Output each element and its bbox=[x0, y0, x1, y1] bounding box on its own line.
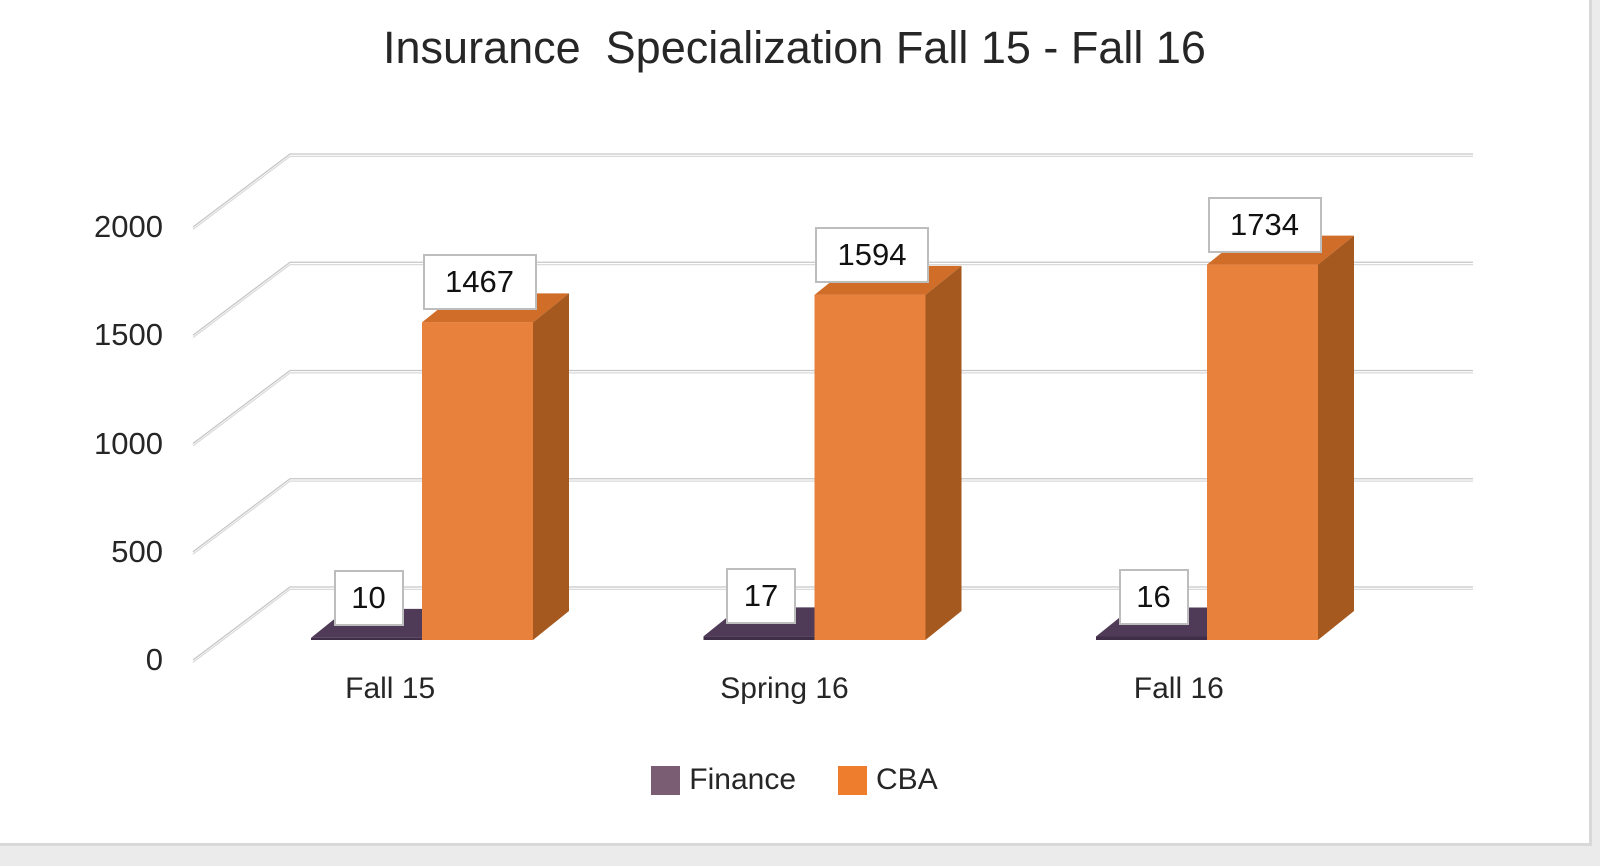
x-axis-label-spring-16: Spring 16 bbox=[720, 672, 849, 705]
gridline-2000 bbox=[192, 153, 1473, 230]
bar-front-face bbox=[422, 322, 533, 640]
chart-title: Insurance Specialization Fall 15 - Fall … bbox=[383, 22, 1206, 73]
data-label-finance-fall-15: 10 bbox=[333, 569, 404, 626]
bar-front-face bbox=[311, 637, 422, 640]
bar-front-face bbox=[1096, 636, 1207, 640]
bar-side-face bbox=[925, 265, 962, 640]
chart-page: Insurance Specialization Fall 15 - Fall … bbox=[0, 0, 1592, 846]
legend: Finance CBA bbox=[0, 763, 1589, 797]
bar-side-face bbox=[1318, 235, 1354, 641]
bar-front-face bbox=[1207, 264, 1318, 640]
y-axis-tick-label-0: 0 bbox=[145, 642, 163, 677]
legend-item-cba: CBA bbox=[838, 763, 938, 797]
gridline-1000 bbox=[192, 369, 1473, 447]
bar-front-face bbox=[814, 294, 926, 640]
x-axis-label-fall-15: Fall 15 bbox=[345, 672, 436, 705]
bar-cba-spring-16 bbox=[814, 265, 962, 640]
legend-label-finance: Finance bbox=[689, 763, 797, 796]
gridline-500 bbox=[192, 478, 1473, 555]
gridline-0 bbox=[192, 586, 1473, 663]
legend-swatch-cba-icon bbox=[838, 765, 868, 795]
data-label-cba-fall-16: 1734 bbox=[1207, 196, 1322, 253]
bar-side-face bbox=[533, 293, 569, 640]
x-axis-label-fall-16: Fall 16 bbox=[1133, 672, 1224, 705]
y-axis-tick-label-1500: 1500 bbox=[94, 317, 163, 353]
plot-canvas bbox=[192, 153, 1473, 663]
y-axis-tick-label-500: 500 bbox=[111, 533, 163, 569]
bar-cba-fall-15 bbox=[422, 293, 569, 640]
bar-cba-fall-16 bbox=[1207, 235, 1354, 641]
data-label-finance-fall-16: 16 bbox=[1118, 568, 1189, 625]
gridline-1500 bbox=[192, 261, 1473, 339]
bar-front-face bbox=[703, 636, 815, 640]
legend-item-finance: Finance bbox=[651, 763, 796, 797]
data-label-cba-fall-15: 1467 bbox=[422, 254, 537, 311]
y-axis-tick-label-2000: 2000 bbox=[94, 209, 163, 244]
legend-swatch-finance-icon bbox=[651, 765, 681, 795]
data-label-cba-spring-16: 1594 bbox=[815, 226, 929, 283]
legend-label-cba: CBA bbox=[876, 763, 938, 796]
data-label-finance-spring-16: 17 bbox=[726, 568, 796, 625]
y-axis-tick-label-1000: 1000 bbox=[94, 425, 163, 461]
